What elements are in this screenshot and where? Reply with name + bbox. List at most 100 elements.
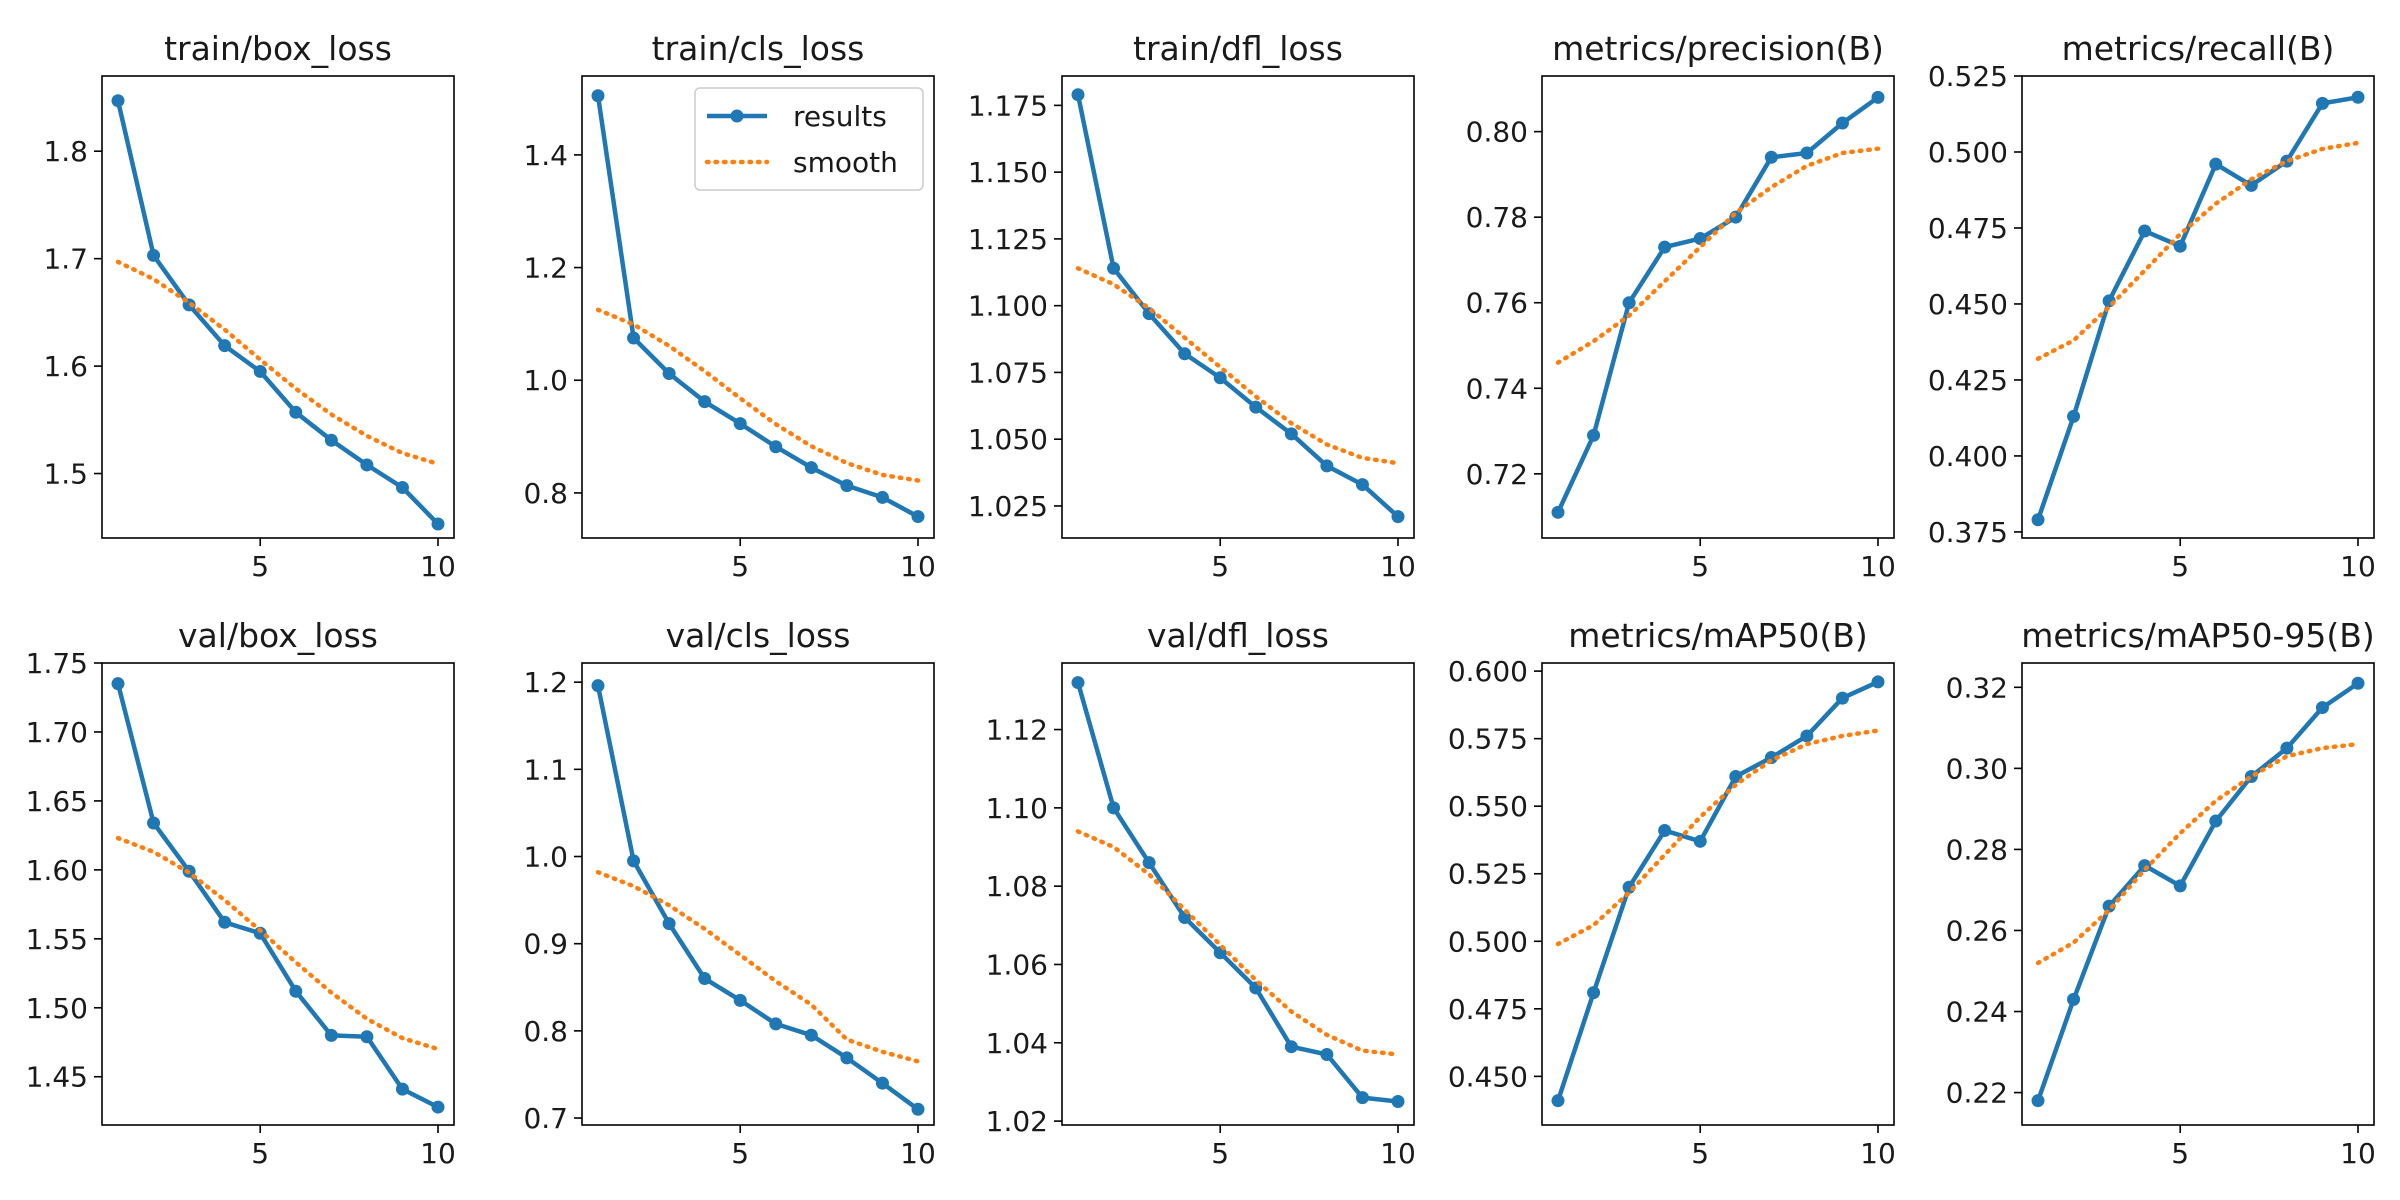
y-tick-label: 0.22 (1946, 1077, 2008, 1110)
y-tick-label: 0.80 (1466, 116, 1528, 149)
results-point (253, 364, 267, 378)
results-point (769, 1017, 783, 1031)
subplot-6: val/cls_loss 5 10 0.7 0.8 0.9 1.0 1.1 1.2 (523, 616, 935, 1170)
legend: results smooth (694, 87, 924, 191)
y-tick-label: 1.125 (968, 223, 1048, 256)
results-point (698, 395, 712, 409)
results-point (111, 677, 125, 691)
y-tick-label: 1.06 (986, 948, 1048, 981)
results-point (218, 915, 232, 929)
results-point (1107, 261, 1121, 275)
subplot-0: train/box_loss 5 10 1.5 1.6 1.7 1.8 (43, 29, 455, 583)
results-point (1249, 400, 1263, 414)
results-point (1587, 986, 1601, 1000)
results-point (289, 984, 303, 998)
x-tick-label: 5 (251, 550, 269, 583)
results-point (431, 517, 445, 531)
x-tick-label: 10 (420, 550, 456, 583)
results-point (662, 366, 676, 380)
results-line (1555, 95, 1880, 514)
plot-frame (1061, 75, 1415, 539)
x-tick-label: 5 (731, 1137, 749, 1170)
y-tick-label: 0.74 (1466, 372, 1528, 405)
x-tick-label: 10 (1860, 1137, 1896, 1170)
y-tick-label: 1.100 (968, 290, 1048, 323)
subplot-title: val/box_loss (178, 616, 378, 655)
results-point (111, 94, 125, 108)
y-tick-label: 0.575 (1448, 723, 1528, 756)
results-point (2138, 224, 2152, 238)
y-tick-label: 0.8 (523, 477, 568, 510)
results-point (2209, 157, 2223, 171)
results-point (2067, 992, 2081, 1006)
x-tick-label: 10 (2340, 1137, 2376, 1170)
results-line (2035, 681, 2360, 1102)
x-tick-label: 10 (1860, 550, 1896, 583)
y-tick-label: 1.050 (968, 423, 1048, 456)
subplot-2: train/dfl_loss 5 10 1.025 1.050 1.075 1.100 1.1… (968, 29, 1416, 583)
smooth-line (1555, 146, 1881, 365)
results-point (911, 510, 925, 524)
plot-frame (101, 75, 455, 539)
y-tick-label: 0.525 (1448, 858, 1528, 891)
results-point (2031, 513, 2045, 527)
results-point (1693, 834, 1707, 848)
results-point (1658, 824, 1672, 838)
x-tick-label: 5 (251, 1137, 269, 1170)
y-tick-label: 1.0 (523, 841, 568, 874)
y-tick-label: 1.12 (986, 714, 1048, 747)
plot-frame (1541, 662, 1895, 1126)
legend-box (694, 87, 924, 191)
y-tick-label: 1.08 (986, 870, 1048, 903)
subplot-title: train/dfl_loss (1133, 29, 1343, 68)
results-point (1142, 307, 1156, 321)
y-tick-label: 1.45 (26, 1061, 88, 1094)
results-point (1071, 676, 1085, 690)
results-point (2173, 239, 2187, 253)
y-tick-label: 1.6 (43, 350, 88, 383)
y-tick-label: 0.78 (1466, 201, 1528, 234)
results-point (804, 461, 818, 475)
results-point (591, 679, 605, 693)
y-tick-label: 0.550 (1448, 790, 1528, 823)
subplot-title: metrics/mAP50-95(B) (2021, 616, 2374, 655)
y-tick-label: 0.400 (1928, 440, 2008, 473)
results-line (1075, 94, 1400, 519)
x-tick-label: 5 (2171, 550, 2189, 583)
results-point (147, 816, 161, 830)
plot-frame (2021, 662, 2375, 1126)
legend-smooth-label: smooth (793, 146, 898, 179)
results-line (1075, 681, 1399, 1104)
results-point (627, 854, 641, 868)
results-point (395, 1082, 409, 1096)
subplot-7: val/dfl_loss 5 10 1.02 1.04 1.06 1.08 1.10 1.12 (986, 616, 1416, 1170)
subplot-4: metrics/recall(B) 5 10 0.375 0.400 0.425 0.450… (1928, 29, 2376, 583)
y-tick-label: 0.450 (1928, 288, 2008, 321)
smooth-line (115, 259, 441, 467)
subplot-9: metrics/mAP50-95(B) 5 10 0.22 0.24 0.26 0.28 0.… (1946, 616, 2376, 1170)
y-tick-label: 0.24 (1946, 996, 2008, 1029)
results-point (1551, 505, 1565, 519)
results-point (2173, 879, 2187, 893)
y-tick-label: 0.375 (1928, 516, 2008, 549)
y-tick-label: 0.450 (1448, 1060, 1528, 1093)
results-point (662, 917, 676, 931)
x-tick-label: 10 (900, 1137, 936, 1170)
y-tick-label: 1.075 (968, 356, 1048, 389)
results-point (1835, 116, 1849, 130)
plot-frame (2021, 75, 2375, 539)
results-point (875, 1076, 889, 1090)
results-point (431, 1100, 445, 1114)
y-tick-label: 0.30 (1946, 752, 2008, 785)
y-tick-label: 1.1 (523, 753, 568, 786)
results-point (1320, 459, 1334, 473)
subplot-title: val/cls_loss (666, 616, 851, 655)
results-point (1213, 371, 1227, 385)
y-tick-label: 0.475 (1928, 212, 2008, 245)
y-tick-label: 0.9 (523, 928, 568, 961)
results-point (733, 417, 747, 431)
smooth-line (1075, 829, 1401, 1057)
y-tick-label: 1.65 (26, 785, 88, 818)
x-tick-label: 10 (420, 1137, 456, 1170)
y-tick-label: 1.04 (986, 1027, 1048, 1060)
